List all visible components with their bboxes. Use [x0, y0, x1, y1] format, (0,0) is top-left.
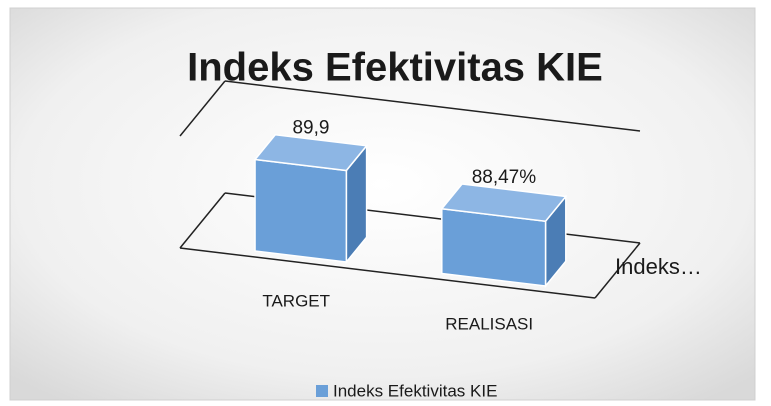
- x-tick-label: REALISASI: [445, 315, 533, 334]
- plane-edge: [179, 247, 596, 299]
- plane-edge: [594, 242, 641, 299]
- x-tick-label: TARGET: [262, 291, 330, 310]
- legend-label: Indeks Efektivitas KIE: [333, 381, 497, 400]
- plane-edge: [224, 80, 641, 132]
- chart-title: Indeks Efektivitas KIE: [187, 46, 603, 90]
- depth-axis-label: Indeks…: [615, 254, 702, 279]
- bar-front: [441, 207, 547, 287]
- plane-edge: [179, 80, 226, 137]
- legend-swatch: [316, 385, 328, 397]
- data-label: 89,9: [292, 117, 329, 138]
- bar-top: [253, 133, 369, 172]
- bar-front: [254, 158, 348, 263]
- plane-edge: [179, 192, 226, 249]
- chart-area: [9, 7, 756, 401]
- data-label: 88,47%: [472, 167, 537, 188]
- bar-top: [440, 183, 568, 223]
